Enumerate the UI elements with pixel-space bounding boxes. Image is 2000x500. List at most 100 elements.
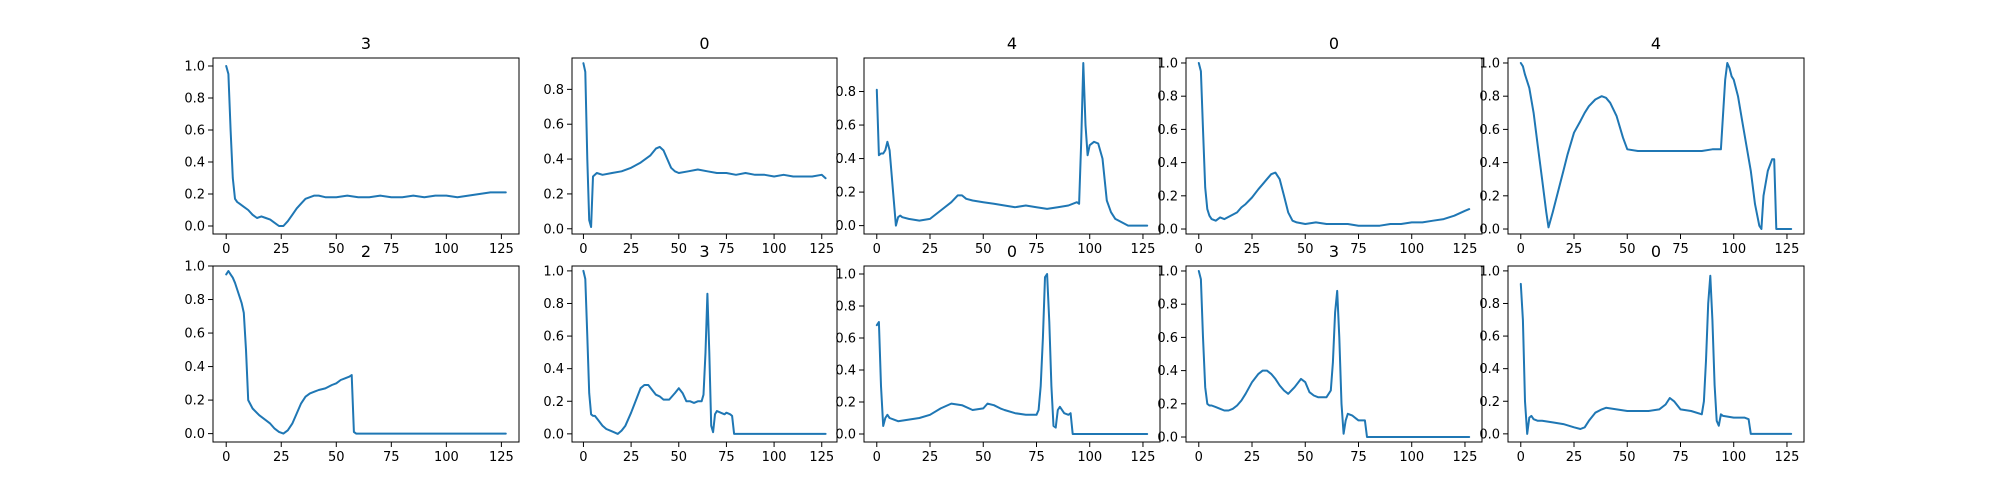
y-tick-label: 0.2: [835, 186, 856, 201]
panel-title: 3: [1329, 242, 1339, 261]
y-tick-label: 0.4: [543, 153, 564, 168]
subplot-4: 0 0 25 50 75 100 125 0.0 0.2 0.4 0.6 0.8 1.0: [1157, 34, 1483, 257]
x-tick-label: 50: [975, 450, 992, 465]
x-tick-label: 100: [434, 450, 459, 465]
y-tick-label: 0.8: [835, 85, 856, 100]
x-tick-label: 0: [1517, 242, 1525, 257]
x-tick-label: 50: [1297, 450, 1314, 465]
axes-frame: [863, 265, 1161, 443]
x-tick-label: 25: [623, 242, 640, 257]
x-tick-label: 50: [1619, 450, 1636, 465]
panel-title: 4: [1651, 34, 1661, 53]
y-tick-label: 0.8: [835, 300, 856, 315]
x-tick-label: 75: [1672, 450, 1689, 465]
x-tick-label: 75: [1028, 242, 1045, 257]
x-tick-label: 25: [1566, 242, 1583, 257]
series-line: [582, 62, 827, 228]
axes-frame: [863, 57, 1161, 235]
series-line: [875, 273, 1149, 435]
series-line: [1197, 62, 1471, 227]
axes-frame: [1507, 57, 1805, 235]
x-tick-label: 100: [1721, 450, 1746, 465]
y-tick-label: 0.8: [1157, 298, 1178, 313]
y-tick-label: 0.2: [543, 395, 564, 410]
subplot-10: 0 0 25 50 75 100 125 0.0 0.2 0.4 0.6 0.8 1.0: [1479, 242, 1805, 465]
y-tick-label: 0.2: [184, 188, 205, 203]
series-line: [225, 65, 507, 227]
y-tick-label: 0.4: [184, 360, 205, 375]
y-tick-label: 0.0: [835, 428, 856, 443]
y-tick-label: 0.2: [1479, 189, 1500, 204]
y-tick-label: 0.0: [184, 220, 205, 235]
y-tick-label: 0.4: [184, 156, 205, 171]
y-tick-label: 0.4: [835, 152, 856, 167]
x-tick-label: 125: [489, 450, 514, 465]
y-tick-label: 1.0: [184, 60, 205, 75]
panel-title: 3: [699, 242, 709, 261]
series-line: [1519, 274, 1793, 435]
y-tick-label: 0.6: [1157, 331, 1178, 346]
axes-frame: [571, 265, 838, 443]
x-tick-label: 100: [1077, 242, 1102, 257]
x-tick-label: 50: [975, 242, 992, 257]
y-tick-label: 0.2: [835, 396, 856, 411]
x-tick-label: 75: [718, 450, 735, 465]
y-tick-label: 0.4: [1157, 364, 1178, 379]
y-tick-label: 0.0: [543, 427, 564, 442]
panel-title: 3: [361, 34, 371, 53]
subplot-5: 4 0 25 50 75 100 125 0.0 0.2 0.4 0.6 0.8 1.0: [1479, 34, 1805, 257]
axes-frame: [1185, 265, 1483, 443]
y-tick-label: 0.6: [1479, 330, 1500, 345]
subplot-6: 2 0 25 50 75 100 125 0.0 0.2 0.4 0.6 0.8 1.0: [184, 242, 520, 465]
panel-title: 0: [1329, 34, 1339, 53]
y-tick-label: 1.0: [1157, 264, 1178, 279]
x-tick-label: 75: [383, 450, 400, 465]
y-tick-label: 0.0: [1157, 431, 1178, 446]
y-tick-label: 0.2: [543, 187, 564, 202]
y-tick-label: 1.0: [1479, 56, 1500, 71]
y-tick-label: 0.8: [184, 92, 205, 107]
series-line: [582, 269, 827, 435]
x-tick-label: 0: [579, 242, 587, 257]
x-tick-label: 100: [1399, 242, 1424, 257]
y-tick-label: 0.8: [184, 293, 205, 308]
y-tick-label: 0.8: [1479, 297, 1500, 312]
y-tick-label: 0.8: [1479, 90, 1500, 105]
subplot-7: 3 0 25 50 75 100 125 0.0 0.2 0.4 0.6 0.8 1.0: [543, 242, 838, 465]
subplot-8: 0 0 25 50 75 100 125 0.0 0.2 0.4 0.6 0.8 1.0: [835, 242, 1161, 465]
y-tick-label: 0.6: [543, 118, 564, 133]
x-tick-label: 100: [762, 450, 787, 465]
y-tick-label: 0.2: [1157, 189, 1178, 204]
y-tick-label: 0.4: [835, 364, 856, 379]
x-tick-label: 125: [1131, 242, 1156, 257]
x-tick-label: 50: [328, 242, 345, 257]
subplot-3: 4 0 25 50 75 100 125 0.0 0.2 0.4 0.6 0.8: [835, 34, 1161, 257]
x-tick-label: 0: [873, 450, 881, 465]
x-tick-label: 50: [1619, 242, 1636, 257]
y-tick-label: 0.6: [184, 124, 205, 139]
panel-title: 4: [1007, 34, 1017, 53]
x-tick-label: 25: [1566, 450, 1583, 465]
series-line: [1519, 62, 1793, 230]
x-tick-label: 100: [1721, 242, 1746, 257]
y-tick-label: 0.8: [543, 297, 564, 312]
y-tick-label: 0.6: [184, 327, 205, 342]
panel-title: 2: [361, 242, 371, 261]
y-tick-label: 0.6: [543, 330, 564, 345]
x-tick-label: 0: [1195, 450, 1203, 465]
x-tick-label: 125: [809, 242, 834, 257]
axes-frame: [1185, 57, 1483, 235]
y-tick-label: 0.2: [1157, 397, 1178, 412]
x-tick-label: 125: [489, 242, 514, 257]
series-line: [875, 62, 1149, 227]
x-tick-label: 0: [873, 242, 881, 257]
x-tick-label: 75: [718, 242, 735, 257]
x-tick-label: 25: [1244, 450, 1261, 465]
x-tick-label: 125: [1453, 450, 1478, 465]
y-tick-label: 1.0: [1479, 264, 1500, 279]
panel-title: 0: [1651, 242, 1661, 261]
x-tick-label: 50: [1297, 242, 1314, 257]
x-tick-label: 0: [1517, 450, 1525, 465]
x-tick-label: 25: [922, 450, 939, 465]
y-tick-label: 0.0: [1479, 223, 1500, 238]
